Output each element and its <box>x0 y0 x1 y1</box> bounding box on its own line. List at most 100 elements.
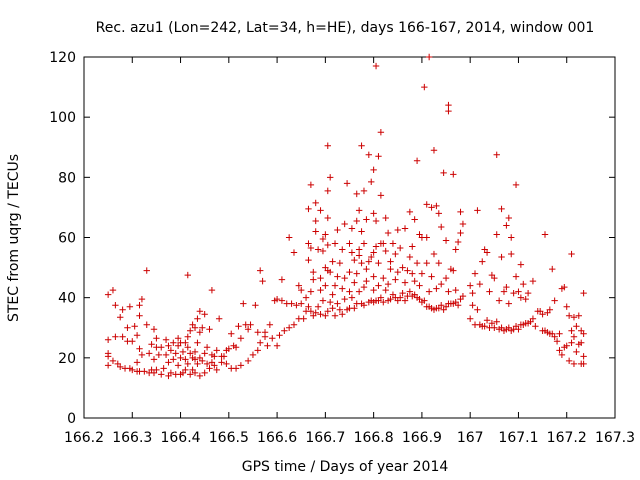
data-point <box>187 350 194 357</box>
data-point <box>539 311 546 318</box>
data-point <box>524 289 532 297</box>
y-tick-label: 120 <box>49 50 76 66</box>
data-point <box>493 151 500 158</box>
data-point <box>324 187 331 195</box>
data-point <box>104 336 112 343</box>
data-point <box>491 274 498 282</box>
data-point <box>281 327 288 334</box>
data-point <box>459 220 467 228</box>
x-axis-title: GPS time / Days of year 2014 <box>242 459 449 475</box>
data-point <box>573 348 580 356</box>
data-point <box>355 246 363 253</box>
data-point <box>351 304 358 312</box>
data-point <box>546 306 554 313</box>
data-point <box>155 351 163 359</box>
data-point <box>261 329 269 336</box>
data-point <box>382 286 389 294</box>
data-point <box>474 306 481 313</box>
data-point <box>196 329 204 336</box>
data-point <box>565 357 573 365</box>
data-point <box>174 335 182 342</box>
x-tick-label: 166.6 <box>257 430 297 446</box>
data-point <box>184 344 191 351</box>
data-point <box>288 300 295 307</box>
x-tick-label: 166.2 <box>64 430 104 446</box>
data-point <box>211 362 218 369</box>
data-point <box>510 289 517 297</box>
data-point <box>329 291 336 298</box>
data-point <box>310 268 317 276</box>
data-point <box>396 244 404 252</box>
data-point <box>201 311 208 318</box>
data-point <box>558 351 566 359</box>
data-point <box>387 295 394 303</box>
data-point <box>382 247 389 255</box>
data-point <box>182 356 189 363</box>
data-point <box>358 259 365 267</box>
data-point <box>370 249 377 256</box>
data-point <box>148 341 155 348</box>
data-point <box>508 250 515 258</box>
data-point <box>457 208 464 216</box>
data-point <box>401 279 409 286</box>
data-point <box>298 286 305 294</box>
data-point <box>423 201 430 208</box>
data-point <box>133 332 141 339</box>
data-point <box>249 351 257 359</box>
data-point <box>370 273 377 280</box>
y-tick-label: 100 <box>49 110 76 126</box>
data-point <box>213 347 220 354</box>
data-point <box>541 231 549 238</box>
data-point <box>312 228 319 235</box>
data-point <box>491 324 498 331</box>
data-point <box>119 333 126 340</box>
data-point <box>469 289 476 297</box>
data-point <box>493 231 500 238</box>
data-point <box>503 222 510 229</box>
data-point <box>517 261 525 268</box>
data-point <box>517 294 525 301</box>
data-point <box>372 217 380 225</box>
data-point <box>483 249 491 256</box>
data-point <box>341 220 348 228</box>
data-point <box>466 315 474 322</box>
data-point <box>300 315 307 322</box>
data-point <box>396 294 404 301</box>
data-point <box>469 301 476 309</box>
data-point <box>326 174 334 181</box>
data-point <box>247 321 254 328</box>
data-point <box>474 207 481 214</box>
data-point <box>454 301 462 309</box>
data-point <box>580 353 587 360</box>
data-point <box>570 314 578 321</box>
data-point <box>228 330 235 337</box>
data-point <box>348 294 356 301</box>
data-point <box>413 157 421 164</box>
data-point <box>343 180 351 187</box>
data-point <box>329 304 336 312</box>
data-point <box>312 217 319 225</box>
data-point <box>143 267 150 274</box>
data-point <box>162 336 170 343</box>
data-point <box>346 288 353 295</box>
y-tick-label: 20 <box>58 351 76 367</box>
y-axis-title: STEC from uqrg / TECUs <box>6 154 22 322</box>
data-point <box>158 344 165 351</box>
data-point <box>285 324 293 331</box>
data-point <box>433 202 440 210</box>
data-point <box>488 320 496 327</box>
data-point <box>319 247 327 255</box>
x-tick-label: 166.3 <box>112 430 152 446</box>
data-point <box>406 253 414 261</box>
data-point <box>454 238 462 246</box>
data-point <box>404 267 411 274</box>
data-point <box>182 366 189 374</box>
data-point <box>425 288 433 295</box>
data-point <box>348 225 356 232</box>
data-point <box>187 371 194 378</box>
data-point <box>353 190 360 198</box>
data-point <box>368 178 375 186</box>
data-point <box>141 368 148 375</box>
data-point <box>319 235 327 243</box>
data-point <box>413 259 421 267</box>
